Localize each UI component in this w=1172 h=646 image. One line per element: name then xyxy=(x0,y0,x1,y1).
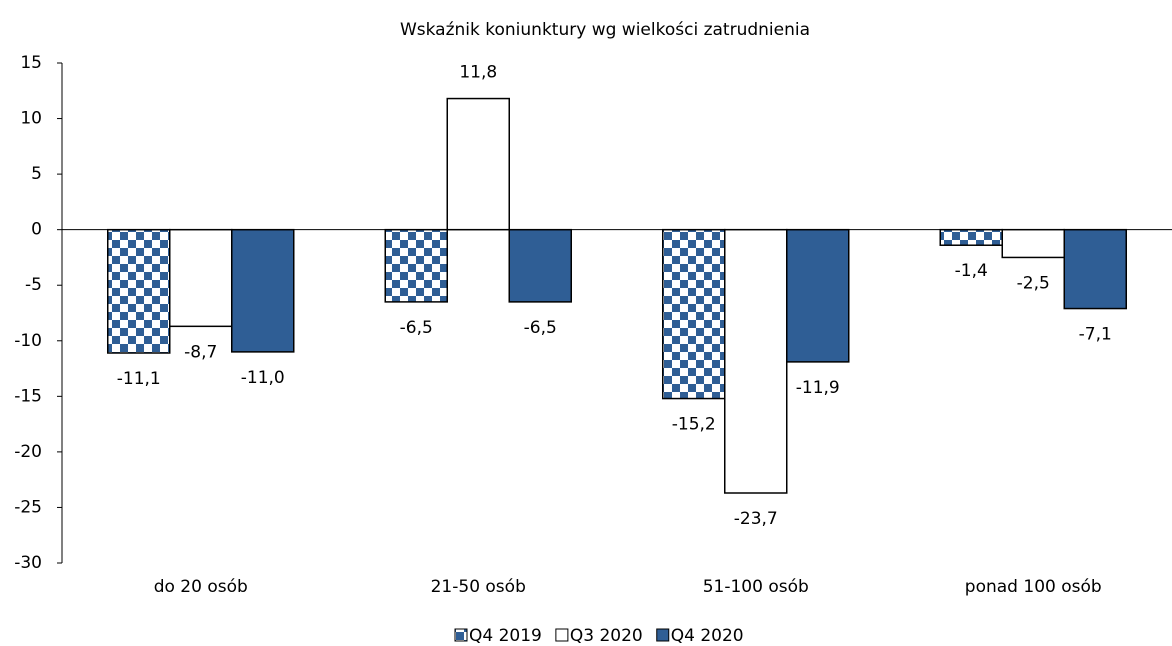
y-tick-label: -20 xyxy=(14,442,42,462)
legend-label: Q4 2019 xyxy=(469,626,542,646)
bar xyxy=(724,228,788,494)
value-label: -6,5 xyxy=(524,318,557,338)
bar xyxy=(384,228,448,303)
value-label: -1,4 xyxy=(955,261,988,281)
chart-title: Wskaźnik koniunktury wg wielkości zatrud… xyxy=(400,20,810,40)
bar xyxy=(662,228,726,400)
y-tick-label: 0 xyxy=(31,220,42,240)
legend-swatch xyxy=(555,628,569,642)
legend-label: Q4 2020 xyxy=(671,626,744,646)
bar xyxy=(107,228,171,354)
y-tick-label: -5 xyxy=(25,275,42,295)
y-tick-label: 5 xyxy=(31,164,42,184)
value-label: -7,1 xyxy=(1079,325,1112,345)
y-tick-label: 10 xyxy=(20,109,42,129)
value-label: 11,8 xyxy=(459,63,497,83)
value-label: -6,5 xyxy=(400,318,433,338)
x-tick-label: 21-50 osób xyxy=(431,577,526,597)
bar xyxy=(508,228,572,303)
y-tick-label: 15 xyxy=(20,53,42,73)
value-label: -11,9 xyxy=(796,378,840,398)
y-tick-label: -30 xyxy=(14,553,42,573)
bar xyxy=(786,228,850,363)
legend-swatch xyxy=(656,628,670,642)
legend-label: Q3 2020 xyxy=(570,626,643,646)
x-tick-label: 51-100 osób xyxy=(703,577,809,597)
bar xyxy=(169,228,233,328)
bar xyxy=(939,228,1003,246)
bar xyxy=(231,228,295,353)
value-label: -11,0 xyxy=(241,368,285,388)
value-label: -11,1 xyxy=(117,369,161,389)
bar xyxy=(1063,228,1127,310)
value-label: -23,7 xyxy=(734,509,778,529)
y-tick-label: -25 xyxy=(14,497,42,517)
value-label: -8,7 xyxy=(184,342,217,362)
value-label: -15,2 xyxy=(672,415,716,435)
bar xyxy=(446,97,510,231)
value-label: -2,5 xyxy=(1017,273,1050,293)
x-tick-label: do 20 osób xyxy=(154,577,248,597)
x-tick-label: ponad 100 osób xyxy=(965,577,1102,597)
y-tick-label: -10 xyxy=(14,331,42,351)
y-tick-label: -15 xyxy=(14,386,42,406)
bar xyxy=(1001,228,1065,259)
legend-swatch xyxy=(454,628,468,642)
